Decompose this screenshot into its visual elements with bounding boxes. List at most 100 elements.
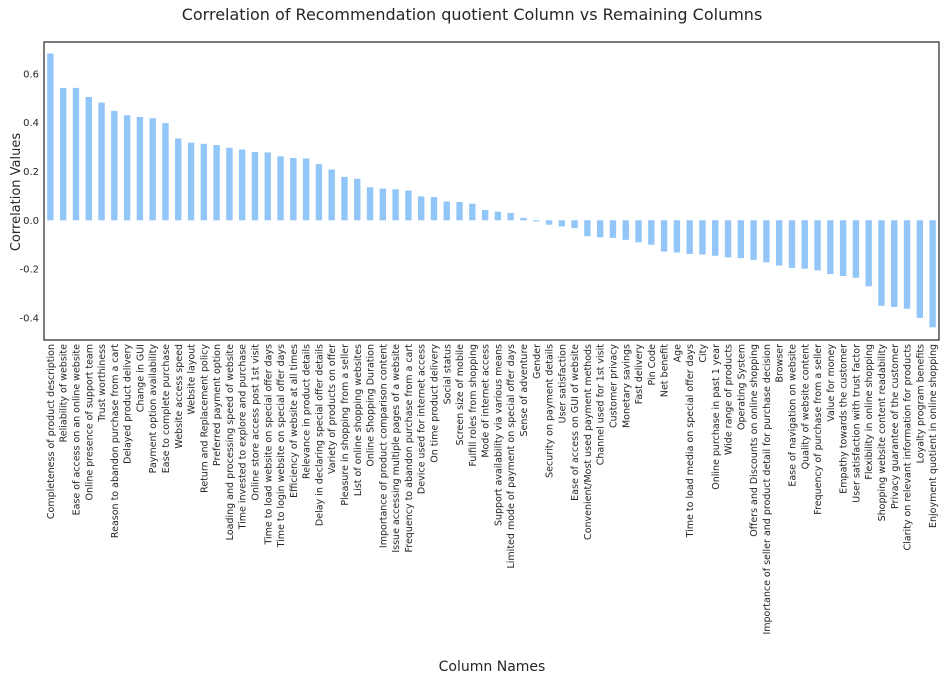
bar <box>72 87 80 221</box>
bar <box>111 110 118 221</box>
x-tick-label: Shopping website content readability <box>877 344 888 522</box>
x-tick-label: Clarity on relevant information for prod… <box>903 344 914 551</box>
bar <box>737 220 745 259</box>
x-tick-label: Time to load media on special offer days <box>685 344 696 538</box>
bar <box>226 147 233 221</box>
bar <box>238 149 246 221</box>
bar <box>187 142 195 221</box>
bar <box>302 158 310 221</box>
x-tick-label: Screen size of mobile <box>455 344 466 446</box>
x-tick-label: User satisfaction with trust factor <box>851 344 862 503</box>
x-tick-label: User satisfaction <box>557 344 568 423</box>
y-tick-label: 0.0 <box>23 216 39 227</box>
x-tick-label: Pin Code <box>647 344 658 386</box>
bar <box>443 201 450 221</box>
bar <box>47 53 54 221</box>
bar <box>494 211 502 221</box>
x-tick-label: Time to login website on special offer d… <box>276 344 287 548</box>
bar <box>264 152 271 221</box>
y-axis-label: Correlation Values <box>9 133 24 252</box>
x-tick-labels: Completeness of product description Relia… <box>46 344 939 635</box>
x-tick-label: Time to load website on special offer da… <box>263 344 274 546</box>
bar <box>686 220 693 255</box>
x-tick-label: Browser <box>775 344 786 383</box>
x-tick-label: Payment option availability <box>148 344 159 474</box>
x-tick-label: Customer privacy <box>608 344 619 428</box>
bar <box>827 220 834 275</box>
x-tick-label: Ease of access on an online website <box>71 344 82 516</box>
bar <box>328 169 335 221</box>
y-tick-label: -0.2 <box>19 265 39 276</box>
y-tick-label: 0.6 <box>23 69 39 80</box>
bar <box>354 178 361 221</box>
x-tick-label: Frequency to abandon purchase from a car… <box>404 344 415 553</box>
bar <box>520 217 527 221</box>
bar <box>213 145 220 221</box>
x-tick-label: Social status <box>442 344 453 404</box>
x-tick-label: Website layout <box>187 344 198 415</box>
bar <box>635 220 642 243</box>
x-tick-label: Pleasure in shopping from a seller <box>340 344 351 506</box>
bar <box>290 158 297 221</box>
bar <box>878 220 885 306</box>
bar <box>571 220 578 229</box>
x-tick-label: Loyalty program benefits <box>915 344 926 463</box>
x-tick-label: Flexibility in online shopping <box>864 344 875 480</box>
bar <box>59 87 67 221</box>
bar <box>162 123 169 221</box>
x-tick-label: Privacy guarantee of the customer <box>890 344 901 509</box>
y-tick-label: 0.4 <box>23 118 39 129</box>
y-tick-label: -0.4 <box>19 314 39 325</box>
bar <box>392 189 399 221</box>
bar <box>903 220 911 309</box>
bar <box>469 203 476 221</box>
bar <box>788 220 796 268</box>
bar <box>200 143 208 221</box>
bar <box>852 220 860 278</box>
bar <box>341 176 348 221</box>
y-tick-label: 0.2 <box>23 167 39 178</box>
x-tick-label: Issue accessing multiple pages of a webs… <box>391 344 402 553</box>
x-tick-label: Channel used for 1st visit <box>596 344 607 466</box>
chart-title: Correlation of Recommendation quotient C… <box>182 5 763 24</box>
x-tick-label: Online purchase in past 1 year <box>711 344 722 490</box>
bar <box>430 197 438 221</box>
bar <box>775 220 783 266</box>
bar <box>481 210 489 221</box>
x-tick-label: Importance of product comparison content <box>378 344 389 548</box>
bar <box>98 102 105 221</box>
x-tick-label: Ease of navigation on website <box>787 344 798 487</box>
x-axis-label: Column Names <box>439 659 546 675</box>
x-tick-label: Completeness of product description <box>46 344 57 519</box>
bar <box>507 212 514 221</box>
bar <box>916 220 924 319</box>
x-tick-label: Preferred payment option <box>212 344 223 466</box>
bar <box>379 188 387 221</box>
bar <box>417 196 425 221</box>
x-tick-label: Importance of seller and product detail … <box>762 344 773 635</box>
bar <box>405 190 412 221</box>
x-tick-label: Website access speed <box>174 344 185 449</box>
x-tick-label: Age <box>672 344 683 363</box>
x-tick-label: Security on payment details <box>545 344 556 478</box>
bar <box>456 201 463 221</box>
x-tick-label: Ease to complete purchase <box>161 344 172 473</box>
x-tick-label: Value for money <box>826 344 837 422</box>
x-tick-label: Mode of internet access <box>481 344 492 458</box>
bar <box>149 118 156 221</box>
bar <box>763 220 770 263</box>
x-tick-label: City <box>698 344 709 363</box>
bar <box>315 164 323 221</box>
bar <box>123 115 131 221</box>
x-tick-label: Time invested to explore and purchase <box>238 344 249 531</box>
x-tick-label: Change in GUI <box>135 344 146 412</box>
bar <box>545 220 553 225</box>
bar <box>814 220 821 271</box>
bar <box>865 220 872 287</box>
bar <box>622 220 629 240</box>
x-tick-label: Delayed product delivery <box>123 344 134 464</box>
x-tick-label: Online store access post 1st visit <box>250 344 261 501</box>
x-tick-label: Reliability of website <box>59 344 70 443</box>
x-tick-label: Gender <box>532 344 543 379</box>
